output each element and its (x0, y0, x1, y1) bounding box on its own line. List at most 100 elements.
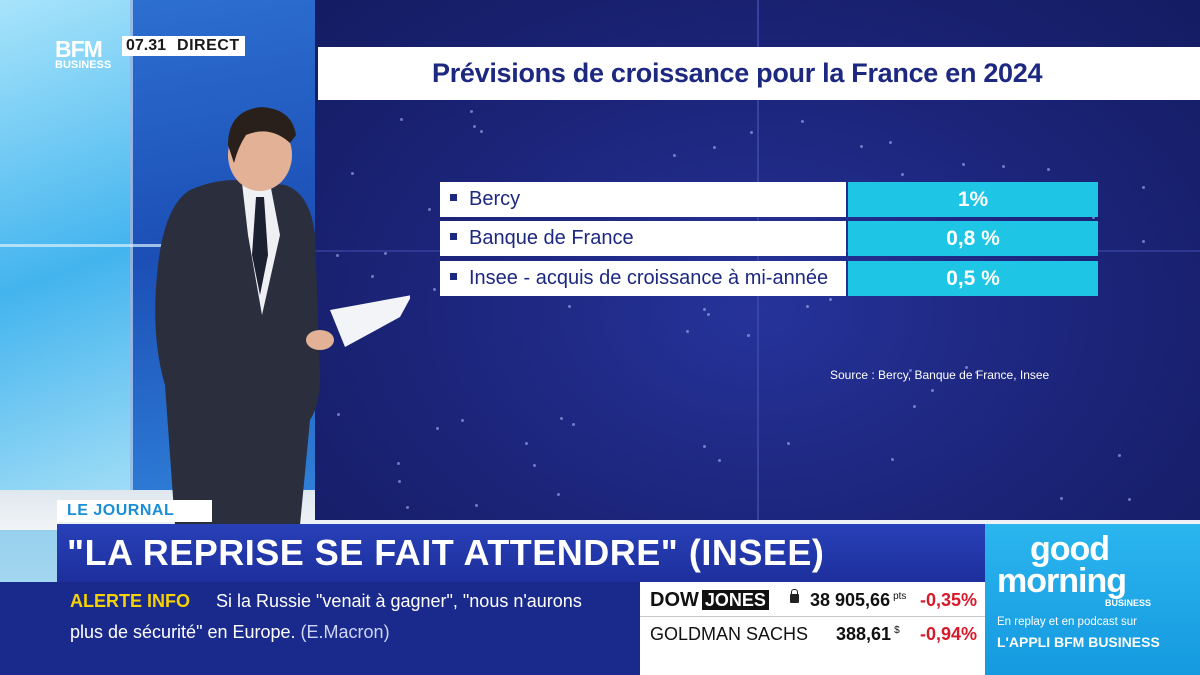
star-dot (686, 330, 690, 334)
star-dot (706, 312, 710, 316)
star-dot (335, 253, 339, 257)
star-dot (1142, 185, 1146, 189)
star-dot (525, 442, 529, 446)
market-divider (640, 616, 985, 617)
market-unit: $ (894, 625, 900, 636)
star-dot (746, 334, 750, 338)
market-change: -0,35% (919, 590, 977, 610)
market-name: GOLDMAN SACHS (650, 624, 809, 644)
forecast-row-label: Insee - acquis de croissance à mi-année (440, 261, 846, 296)
forecast-row-label: Bercy (440, 182, 846, 217)
star-dot (888, 140, 892, 144)
program-tag: LE JOURNAL (57, 500, 212, 522)
star-dot (965, 366, 969, 370)
star-dot (384, 252, 388, 256)
market-value: 388,61 $ (836, 619, 900, 649)
star-dot (961, 162, 965, 166)
headline-text: "LA REPRISE SE FAIT ATTENDRE" (INSEE) (67, 532, 825, 573)
star-dot (1091, 215, 1095, 219)
star-dot (396, 461, 400, 465)
logo-business-text: BUSINESS (55, 59, 112, 71)
promo-title-line2: morning (997, 562, 1127, 600)
star-dot (702, 308, 706, 312)
star-dot (556, 492, 560, 496)
star-dot (460, 419, 464, 423)
star-dot (908, 368, 912, 372)
bullet-icon (450, 233, 457, 241)
forecast-row-label: Banque de France (440, 221, 846, 256)
presenter-hand (306, 330, 334, 350)
star-dot (806, 304, 810, 308)
screen-title-bar: Prévisions de croissance pour la France … (318, 47, 1200, 100)
star-dot (1059, 497, 1063, 501)
forecast-source-name: Bercy (469, 188, 521, 210)
star-dot (571, 422, 575, 426)
promo-line2: L'APPLI BFM BUSINESS (997, 634, 1160, 650)
star-dot (786, 442, 790, 446)
forecast-row-value: 0,8 % (848, 221, 1098, 256)
star-dot (860, 144, 864, 148)
star-dot (337, 412, 341, 416)
market-value-number: 38 905,66 (810, 590, 891, 610)
bullet-icon (450, 273, 457, 281)
promo-line1: En replay et en podcast sur (997, 616, 1137, 628)
video-wall-seam (757, 0, 759, 520)
star-dot (406, 506, 409, 510)
star-dot (975, 371, 979, 375)
star-dot (432, 287, 436, 291)
star-dot (436, 427, 440, 431)
presenter-hair (228, 107, 296, 163)
promo-title-line1: good (1030, 530, 1110, 568)
star-dot (469, 110, 473, 114)
market-row: DOW JONES 38 905,66 pts -0,35% (640, 585, 985, 615)
bfm-business-logo: BFM BUSINESS (55, 36, 120, 76)
source-note: Source : Bercy, Banque de France, Insee (830, 368, 1050, 382)
alert-text-line2: plus de sécurité" en Europe. (E.Macron) (70, 622, 390, 643)
screen-title: Prévisions de croissance pour la France … (432, 58, 1043, 88)
star-dot (801, 119, 805, 123)
star-dot (891, 457, 895, 461)
market-row: GOLDMAN SACHS 388,61 $ -0,94% (640, 619, 985, 649)
star-dot (428, 207, 432, 211)
live-indicator: 07.31 DIRECT (122, 36, 245, 56)
star-dot (397, 480, 401, 484)
alert-text-line2-body: plus de sécurité" en Europe. (70, 622, 296, 642)
star-dot (370, 274, 374, 278)
market-value-number: 388,61 (836, 624, 892, 644)
star-dot (1128, 497, 1132, 501)
star-dot (1001, 164, 1005, 168)
star-dot (1117, 454, 1121, 458)
presenter-papers (330, 295, 410, 347)
star-dot (931, 389, 934, 393)
presenter-figure (155, 107, 410, 525)
star-dot (532, 463, 536, 467)
star-dot (749, 130, 753, 134)
star-dot (473, 124, 477, 128)
star-dot (703, 445, 706, 449)
lock-icon (790, 589, 799, 603)
presenter-suit (155, 180, 320, 525)
forecast-row-value: 0,5 % (848, 261, 1098, 296)
star-dot (1046, 168, 1050, 172)
panel-seam-vertical (130, 0, 133, 490)
alert-source: (E.Macron) (300, 622, 390, 642)
star-dot (913, 404, 916, 408)
star-dot (1141, 239, 1145, 243)
star-dot (672, 153, 676, 157)
bullet-icon (450, 194, 457, 202)
star-dot (901, 173, 905, 177)
alert-text-line1: Si la Russie "venait à gagner", "nous n'… (216, 591, 582, 611)
market-unit: pts (893, 591, 907, 602)
star-dot (474, 504, 478, 508)
star-dot (399, 118, 403, 122)
good-morning-promo: good morning BUSINESS En replay et en po… (985, 524, 1200, 675)
market-value: 38 905,66 pts (810, 585, 906, 615)
market-change: -0,94% (919, 624, 977, 644)
star-dot (567, 305, 571, 309)
promo-subtitle: BUSINESS (1105, 598, 1152, 608)
jones-text: JONES (701, 590, 769, 610)
dow-text: DOW (650, 589, 699, 611)
market-ticker: DOW JONES 38 905,66 pts -0,35% GOLDMAN SAC… (640, 582, 985, 675)
star-dot (350, 171, 354, 175)
star-dot (717, 458, 721, 462)
